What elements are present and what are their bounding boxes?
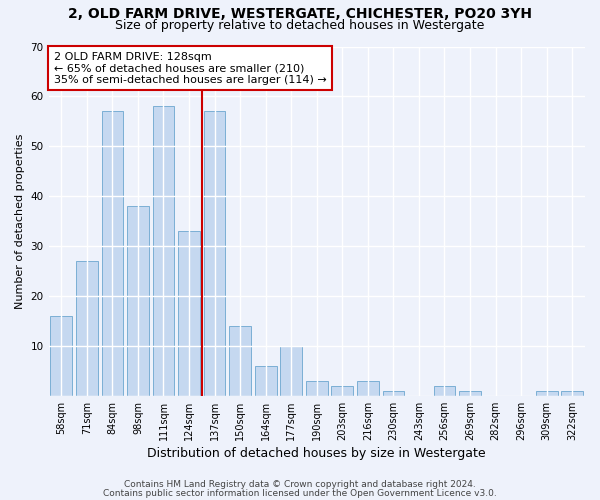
X-axis label: Distribution of detached houses by size in Westergate: Distribution of detached houses by size …: [148, 447, 486, 460]
Bar: [127, 206, 149, 396]
Y-axis label: Number of detached properties: Number of detached properties: [15, 134, 25, 309]
Text: 2 OLD FARM DRIVE: 128sqm
← 65% of detached houses are smaller (210)
35% of semi-: 2 OLD FARM DRIVE: 128sqm ← 65% of detach…: [54, 52, 326, 85]
Bar: [383, 391, 404, 396]
Bar: [50, 316, 72, 396]
Text: Contains public sector information licensed under the Open Government Licence v3: Contains public sector information licen…: [103, 488, 497, 498]
Bar: [459, 391, 481, 396]
Text: 2, OLD FARM DRIVE, WESTERGATE, CHICHESTER, PO20 3YH: 2, OLD FARM DRIVE, WESTERGATE, CHICHESTE…: [68, 8, 532, 22]
Bar: [357, 381, 379, 396]
Text: Size of property relative to detached houses in Westergate: Size of property relative to detached ho…: [115, 18, 485, 32]
Bar: [536, 391, 557, 396]
Bar: [76, 261, 98, 396]
Bar: [331, 386, 353, 396]
Text: Contains HM Land Registry data © Crown copyright and database right 2024.: Contains HM Land Registry data © Crown c…: [124, 480, 476, 489]
Bar: [434, 386, 455, 396]
Bar: [280, 346, 302, 396]
Bar: [229, 326, 251, 396]
Bar: [178, 231, 200, 396]
Bar: [204, 112, 226, 396]
Bar: [306, 381, 328, 396]
Bar: [152, 106, 175, 396]
Bar: [562, 391, 583, 396]
Bar: [255, 366, 277, 396]
Bar: [101, 112, 123, 396]
